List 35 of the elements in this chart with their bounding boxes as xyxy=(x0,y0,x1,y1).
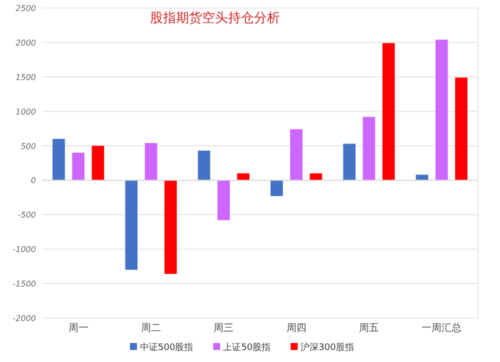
bar xyxy=(52,138,65,180)
y-tick-label: -2000 xyxy=(12,314,36,323)
bar xyxy=(72,152,85,180)
bar xyxy=(270,180,283,196)
legend-label: 上证50股指 xyxy=(223,342,271,353)
bar xyxy=(92,146,104,180)
y-tick-label: -1000 xyxy=(12,245,36,254)
x-tick-label: 周五 xyxy=(359,323,379,334)
bar xyxy=(217,180,230,220)
y-tick-label: 1000 xyxy=(16,107,36,116)
bar xyxy=(362,116,376,180)
bar xyxy=(198,150,210,180)
y-tick-label: 2500 xyxy=(16,4,36,13)
bar xyxy=(125,180,138,270)
bar xyxy=(455,78,468,180)
x-tick-label: 周四 xyxy=(286,323,306,334)
y-tick-label: 500 xyxy=(20,142,36,151)
x-tick-label: 一周汇总 xyxy=(422,322,462,334)
chart-title: 股指期货空头持仓分析 xyxy=(150,11,280,26)
bar xyxy=(343,144,356,180)
bar xyxy=(164,180,177,274)
legend-label: 中证500股指 xyxy=(140,342,194,353)
y-tick-label: 0 xyxy=(30,176,36,186)
bar xyxy=(435,40,448,180)
bar xyxy=(382,43,395,180)
x-tick-label: 周一 xyxy=(68,323,88,334)
y-tick-label: -500 xyxy=(18,210,36,220)
y-tick-label: 1500 xyxy=(16,72,36,82)
x-tick-label: 周三 xyxy=(214,323,234,334)
y-tick-label: -1500 xyxy=(12,280,36,289)
y-tick-label: 2000 xyxy=(16,38,36,48)
bar xyxy=(290,129,303,180)
legend-label: 沪深300股指 xyxy=(300,342,354,353)
x-tick-label: 周二 xyxy=(141,323,161,334)
bar xyxy=(144,143,158,180)
